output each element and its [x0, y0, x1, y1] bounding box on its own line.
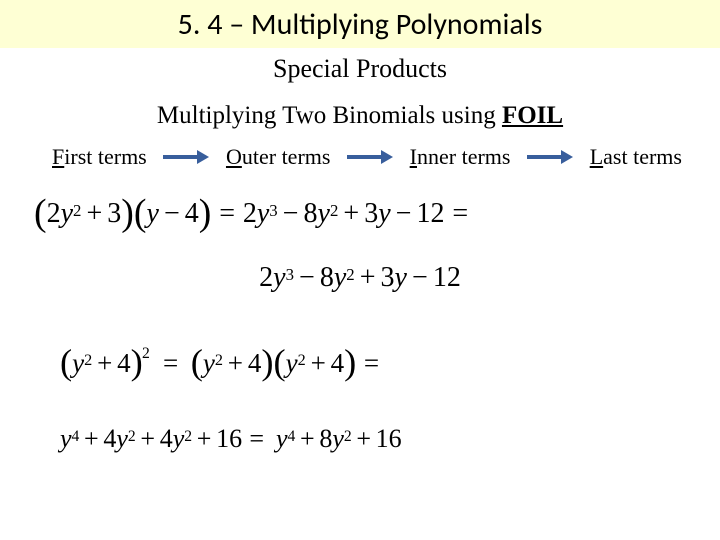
foil-outer-letter: O [226, 144, 242, 169]
title-bar: 5. 4 – Multiplying Polynomials [0, 0, 720, 48]
subtitle: Special Products [257, 50, 463, 88]
foil-first-rest: irst terms [64, 144, 147, 169]
foil-first: First terms [52, 144, 147, 170]
arrow-icon [527, 150, 573, 164]
foil-first-letter: F [52, 144, 64, 169]
foil-last: Last terms [590, 144, 682, 170]
subtitle-container: Special Products [0, 50, 720, 88]
foil-inner-letter: I [410, 144, 417, 169]
foil-inner-rest: nner terms [417, 144, 510, 169]
arrow-icon [163, 150, 209, 164]
arrow-icon [347, 150, 393, 164]
foil-outer-rest: uter terms [242, 144, 331, 169]
page-title: 5. 4 – Multiplying Polynomials [178, 6, 543, 43]
heading-foil: FOIL [502, 102, 563, 129]
foil-outer: Outer terms [226, 144, 330, 170]
equation-1-result: 2y3−8y2+3y−12 [40, 262, 680, 294]
equation-2-result: y4+4y2+4y2+16=y4+8y2+16 [60, 424, 680, 454]
foil-row: First terms Outer terms Inner terms Last… [0, 144, 720, 170]
foil-last-letter: L [590, 144, 603, 169]
foil-last-rest: ast terms [603, 144, 682, 169]
heading-pre: Multiplying Two Binomials using [157, 102, 502, 129]
math-area: (2y2+3)(y−4)=2y3−8y2+3y−12= 2y3−8y2+3y−1… [0, 192, 720, 454]
equation-2: (y2+4)2=(y2+4)(y2+4)= [60, 342, 680, 384]
foil-inner: Inner terms [410, 144, 511, 170]
equation-1: (2y2+3)(y−4)=2y3−8y2+3y−12= [34, 192, 680, 236]
section-heading: Multiplying Two Binomials using FOIL [0, 102, 720, 130]
